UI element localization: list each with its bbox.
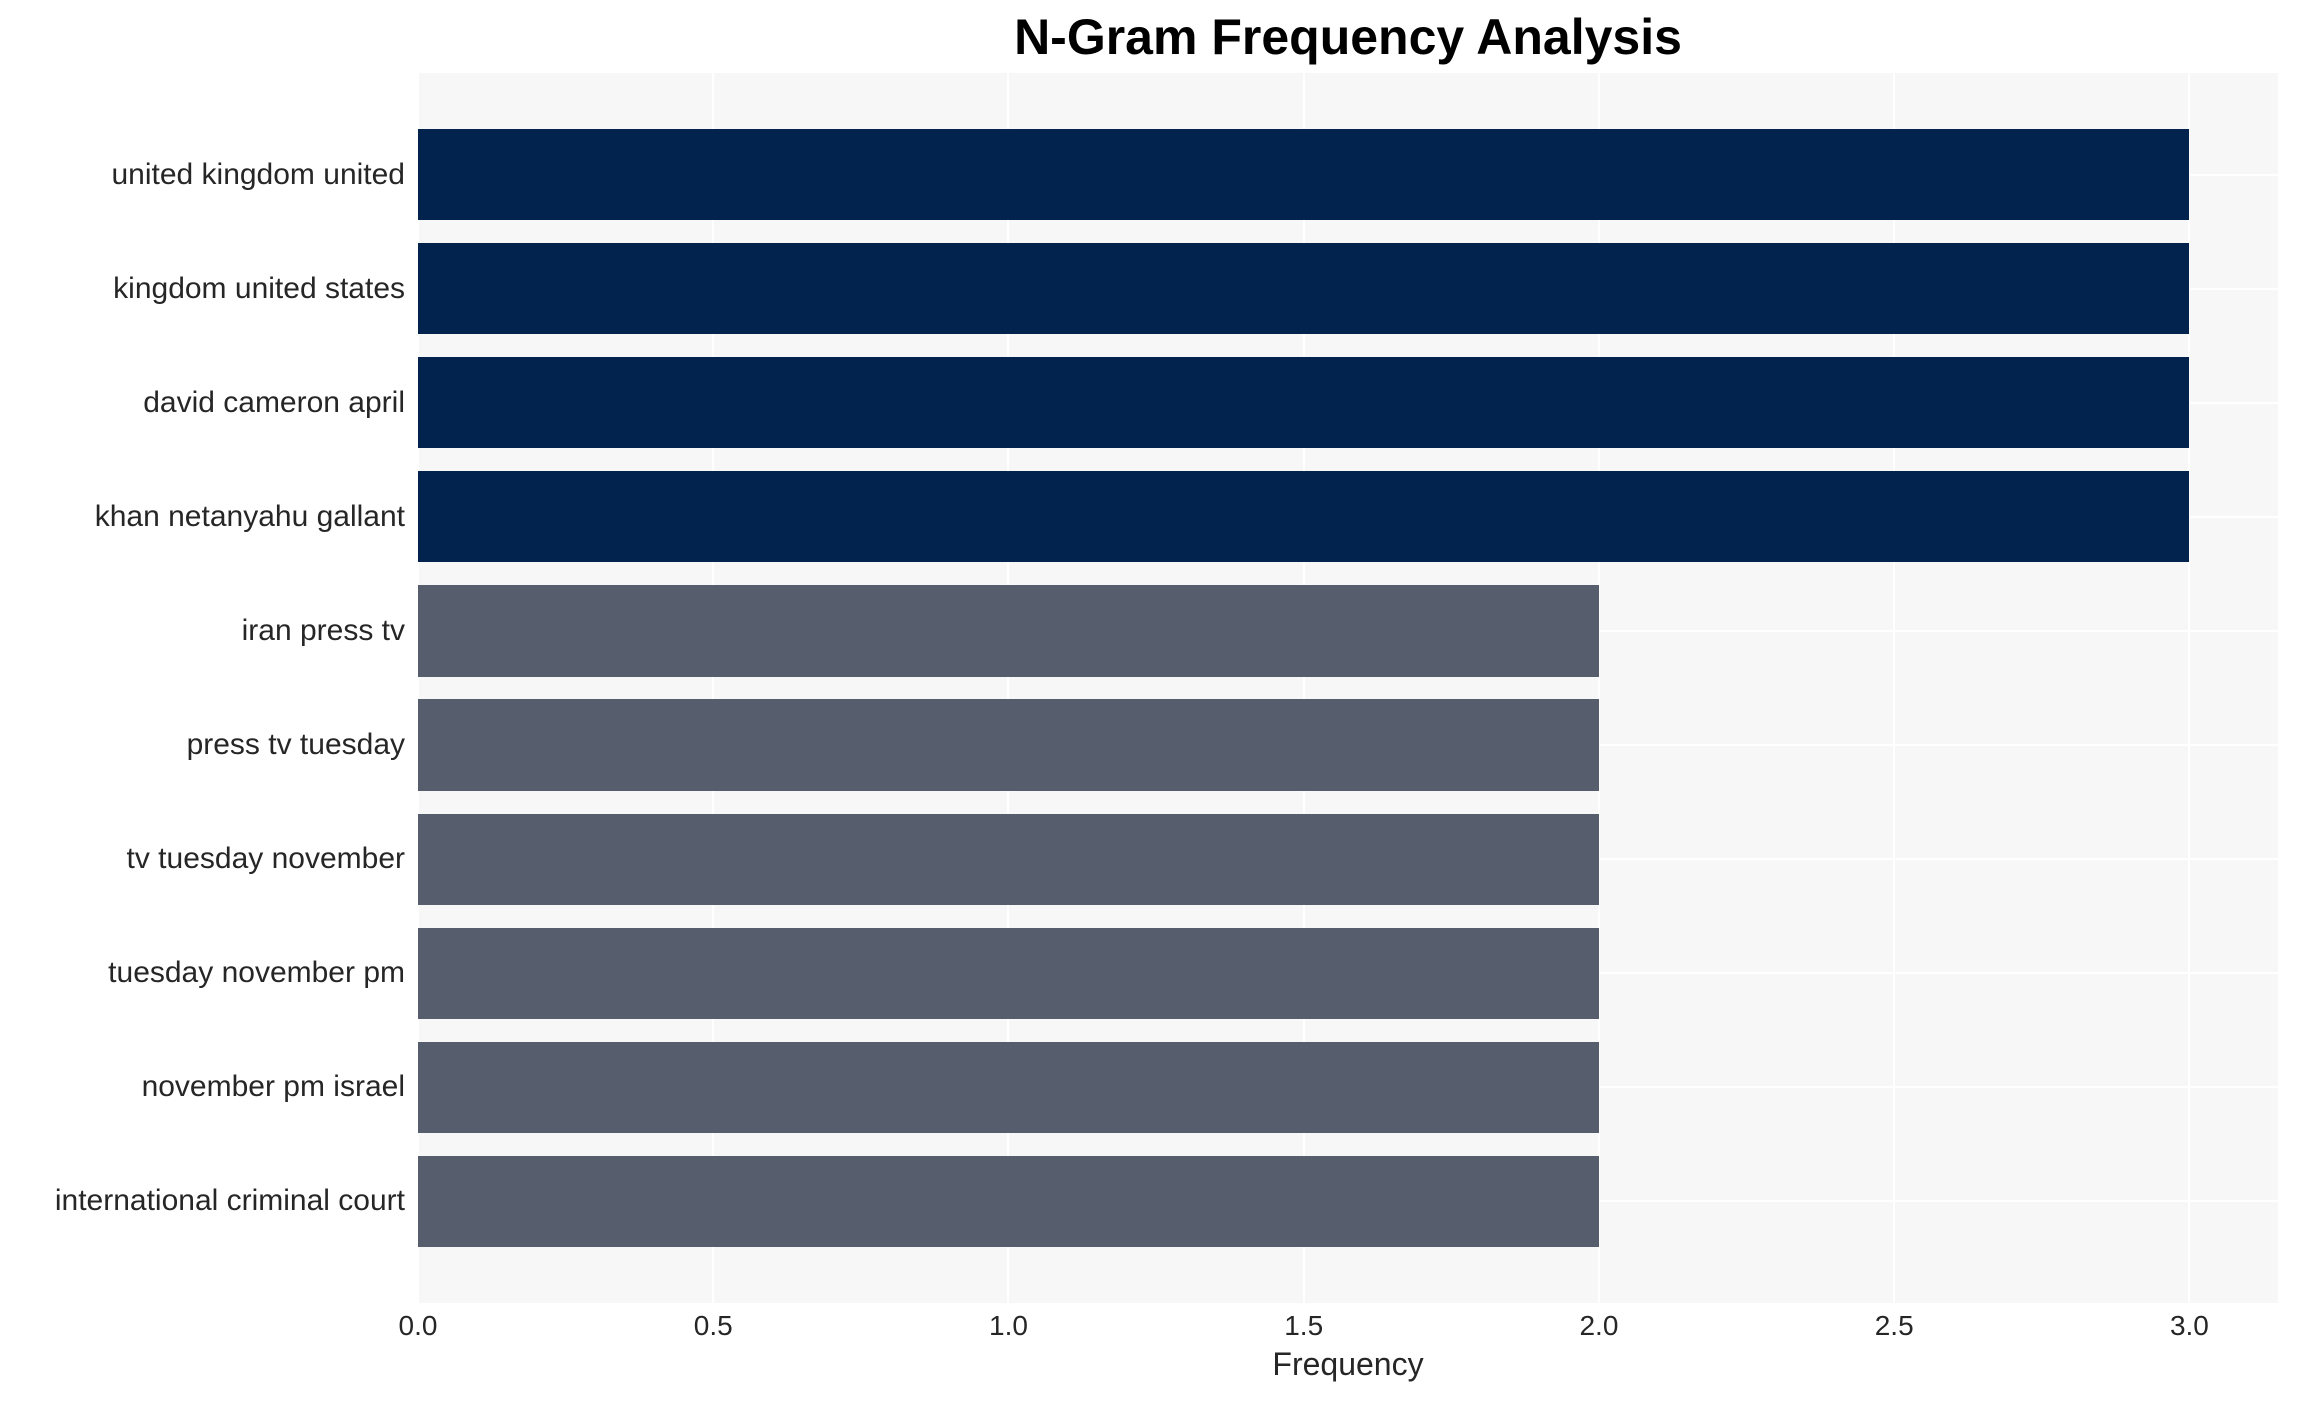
x-tick-label: 0.0 (398, 1310, 438, 1341)
bar (418, 243, 2190, 335)
x-gridline (1597, 73, 1600, 1303)
x-axis-label: Frequency (1272, 1346, 1424, 1382)
y-tick-label: tv tuesday november (126, 842, 405, 876)
y-tick-label: kingdom united states (113, 271, 405, 305)
x-tick-label: 3.0 (2169, 1310, 2209, 1341)
bar (418, 813, 1599, 905)
x-tick-label: 1.0 (989, 1310, 1028, 1341)
x-gridline (1007, 73, 1010, 1303)
x-gridline (1302, 73, 1305, 1303)
bar (418, 585, 1599, 677)
bar (418, 1155, 1599, 1248)
y-tick-label: united kingdom united (111, 157, 405, 191)
x-gridline (712, 73, 715, 1303)
y-tick-label: press tv tuesday (186, 728, 405, 762)
x-gridline (2188, 73, 2191, 1303)
bar (418, 699, 1599, 791)
x-tick-label: 0.5 (693, 1310, 733, 1341)
x-gridline (418, 73, 419, 1303)
bar (418, 1041, 1599, 1133)
y-tick-label: november pm israel (141, 1070, 405, 1104)
x-tick-label: 2.5 (1874, 1310, 1914, 1341)
y-tick-label: khan netanyahu gallant (94, 499, 405, 533)
bar (418, 357, 2190, 449)
chart-title: N-Gram Frequency Analysis (1014, 9, 1682, 65)
x-tick-label: 2.0 (1579, 1310, 1619, 1341)
bar (418, 471, 2190, 563)
y-tick-label: tuesday november pm (108, 956, 405, 990)
bar (418, 927, 1599, 1019)
y-tick-label: david cameron april (143, 385, 405, 419)
x-gridline (1893, 73, 1896, 1303)
y-tick-label: international criminal court (54, 1184, 405, 1218)
x-tick-label: 1.5 (1284, 1310, 1324, 1341)
bar (418, 128, 2190, 221)
y-tick-label: iran press tv (241, 613, 405, 647)
plot-area (418, 73, 2278, 1303)
